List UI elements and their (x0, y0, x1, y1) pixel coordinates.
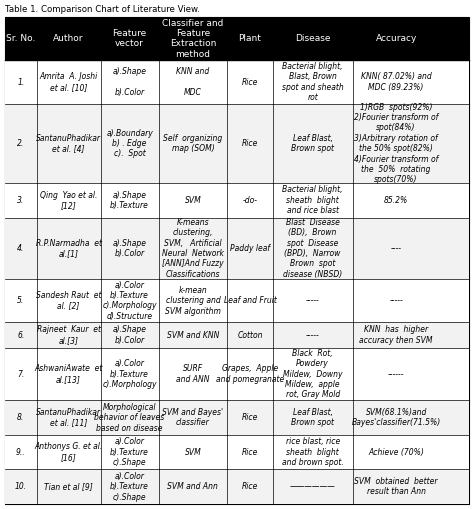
Text: k-mean
clustering and
SVM algorithm: k-mean clustering and SVM algorithm (165, 286, 221, 316)
Text: Qing  Yao et al.
[12]: Qing Yao et al. [12] (40, 191, 97, 210)
Text: a).Shape
b).Texture: a).Shape b).Texture (110, 191, 149, 210)
Text: Rice: Rice (242, 413, 258, 422)
Text: Author: Author (53, 34, 84, 43)
Bar (5, 183, 469, 218)
Text: 9..: 9.. (16, 448, 26, 457)
Text: Leaf and Fruit: Leaf and Fruit (224, 296, 276, 305)
Bar (5, 17, 469, 61)
Text: Sandesh Raut  et
al. [2]: Sandesh Raut et al. [2] (36, 291, 101, 310)
Text: Leaf Blast,
Brown spot: Leaf Blast, Brown spot (291, 134, 334, 153)
Text: Rajneet  Kaur  et
al.[3]: Rajneet Kaur et al.[3] (36, 325, 100, 345)
Text: Sr. No.: Sr. No. (6, 34, 36, 43)
Text: Rice: Rice (242, 482, 258, 491)
Text: Self  organizing
map (SOM): Self organizing map (SOM) (164, 134, 223, 153)
Bar (5, 401, 469, 435)
Text: Tian et al [9]: Tian et al [9] (44, 482, 93, 491)
Text: 10.: 10. (15, 482, 27, 491)
Text: Amrita  A. Joshi
et al. [10]: Amrita A. Joshi et al. [10] (39, 72, 98, 92)
Text: a).Boundary
b) . Edge
c).  Spot: a).Boundary b) . Edge c). Spot (106, 129, 153, 158)
Text: Rice: Rice (242, 78, 258, 87)
Text: 1)RGB  spots(92%)
2)Fourier transform of
spot(84%)
3)Arbitrary rotation of
the 5: 1)RGB spots(92%) 2)Fourier transform of … (354, 103, 438, 184)
Text: Achieve (70%): Achieve (70%) (368, 448, 424, 457)
Text: Rice: Rice (242, 139, 258, 148)
Text: Leaf Blast,
Brown spot: Leaf Blast, Brown spot (291, 408, 334, 428)
Text: Bacterial blight,
sheath  blight
and rice blast: Bacterial blight, sheath blight and rice… (283, 185, 343, 215)
Text: Paddy leaf: Paddy leaf (230, 244, 270, 253)
Text: a).Shape

b).Color: a).Shape b).Color (113, 67, 146, 97)
Text: Classifier and
Feature
Extraction
method: Classifier and Feature Extraction method (162, 19, 224, 59)
Text: a).Color
b).Texture
c).Shape: a).Color b).Texture c).Shape (110, 437, 149, 467)
Text: -----: ----- (306, 331, 319, 340)
Text: 8.: 8. (17, 413, 24, 422)
Bar (5, 322, 469, 348)
Text: Cotton: Cotton (237, 331, 263, 340)
Text: SantanuPhadikar
et al. [11]: SantanuPhadikar et al. [11] (36, 408, 101, 428)
Text: ——————: —————— (290, 482, 336, 491)
Text: Accuracy: Accuracy (375, 34, 417, 43)
Text: AshwaniAwate  et
al.[13]: AshwaniAwate et al.[13] (35, 364, 103, 384)
Text: SantanuPhadikar
et al. [4]: SantanuPhadikar et al. [4] (36, 134, 101, 153)
Text: -do-: -do- (243, 196, 257, 205)
Text: Blast  Disease
(BD),  Brown
spot  Disease
(BPD),  Narrow
Brown  spot
disease (NB: Blast Disease (BD), Brown spot Disease (… (283, 218, 342, 279)
Text: KNN( 87.02%) and
MDC (89.23%): KNN( 87.02%) and MDC (89.23%) (361, 72, 431, 92)
Text: 3.: 3. (17, 196, 24, 205)
Bar (5, 61, 469, 104)
Text: 7.: 7. (17, 370, 24, 379)
Text: SVM and Ann: SVM and Ann (167, 482, 219, 491)
Text: a).Shape
b).Color: a).Shape b).Color (113, 239, 146, 258)
Text: -----: ----- (306, 296, 319, 305)
Text: KNN  has  higher
accuracy then SVM: KNN has higher accuracy then SVM (359, 325, 433, 345)
Text: Feature
vector: Feature vector (112, 29, 147, 48)
Text: 85.2%: 85.2% (384, 196, 408, 205)
Text: SVM: SVM (184, 448, 201, 457)
Text: a).Shape
b).Color: a).Shape b).Color (113, 325, 146, 345)
Text: SVM and KNN: SVM and KNN (167, 331, 219, 340)
Text: Grapes,  Apple
and pomegranate: Grapes, Apple and pomegranate (216, 364, 284, 384)
Text: a).Color
b).Texture
c).Morphology
d).Structure: a).Color b).Texture c).Morphology d).Str… (102, 280, 157, 321)
Text: Bacterial blight,
Blast, Brown
spot and sheath
rot: Bacterial blight, Blast, Brown spot and … (282, 62, 344, 102)
Text: 4.: 4. (17, 244, 24, 253)
Bar (5, 435, 469, 469)
Text: Black  Rot,
Powdery
Mildew,  Downy
Mildew,  apple
rot, Gray Mold: Black Rot, Powdery Mildew, Downy Mildew,… (283, 349, 342, 400)
Bar (5, 469, 469, 504)
Text: 6.: 6. (17, 331, 24, 340)
Bar (5, 279, 469, 322)
Text: R.P.Narmadha  et
al.[1]: R.P.Narmadha et al.[1] (36, 239, 101, 258)
Text: ------: ------ (388, 370, 404, 379)
Text: Morphological
behavior of leaves
based on disease: Morphological behavior of leaves based o… (94, 403, 164, 433)
Text: -----: ----- (389, 296, 403, 305)
Text: SVM(68.1%)and
Bayes'classifier(71.5%): SVM(68.1%)and Bayes'classifier(71.5%) (352, 408, 441, 428)
Text: K-means
clustering,
SVM,   Artificial
Neural  Network
[ANN]And Fuzzy
Classificat: K-means clustering, SVM, Artificial Neur… (162, 218, 224, 279)
Text: KNN and

MDC: KNN and MDC (176, 67, 210, 97)
Text: 1.: 1. (17, 78, 24, 87)
Text: 2.: 2. (17, 139, 24, 148)
Text: a).Color
b).Texture
c).Shape: a).Color b).Texture c).Shape (110, 472, 149, 502)
Text: SURF
and ANN: SURF and ANN (176, 364, 210, 384)
Text: ----: ---- (391, 244, 401, 253)
Text: Rice: Rice (242, 448, 258, 457)
Text: Plant: Plant (238, 34, 262, 43)
Text: a).Color
b).Texture
c).Morphology: a).Color b).Texture c).Morphology (102, 359, 157, 389)
Text: 5.: 5. (17, 296, 24, 305)
Text: SVM  obtained  better
result than Ann: SVM obtained better result than Ann (355, 477, 438, 496)
Text: SVM: SVM (184, 196, 201, 205)
Text: Table 1. Comparison Chart of Literature View.: Table 1. Comparison Chart of Literature … (5, 5, 200, 14)
Bar (5, 104, 469, 183)
Bar (5, 218, 469, 279)
Bar (5, 348, 469, 401)
Text: Disease: Disease (295, 34, 330, 43)
Text: Anthonys G. et al.
[16]: Anthonys G. et al. [16] (35, 442, 103, 462)
Text: SVM and Bayes'
classifier: SVM and Bayes' classifier (163, 408, 223, 428)
Text: rice blast, rice
sheath  blight
and brown spot.: rice blast, rice sheath blight and brown… (282, 437, 344, 467)
